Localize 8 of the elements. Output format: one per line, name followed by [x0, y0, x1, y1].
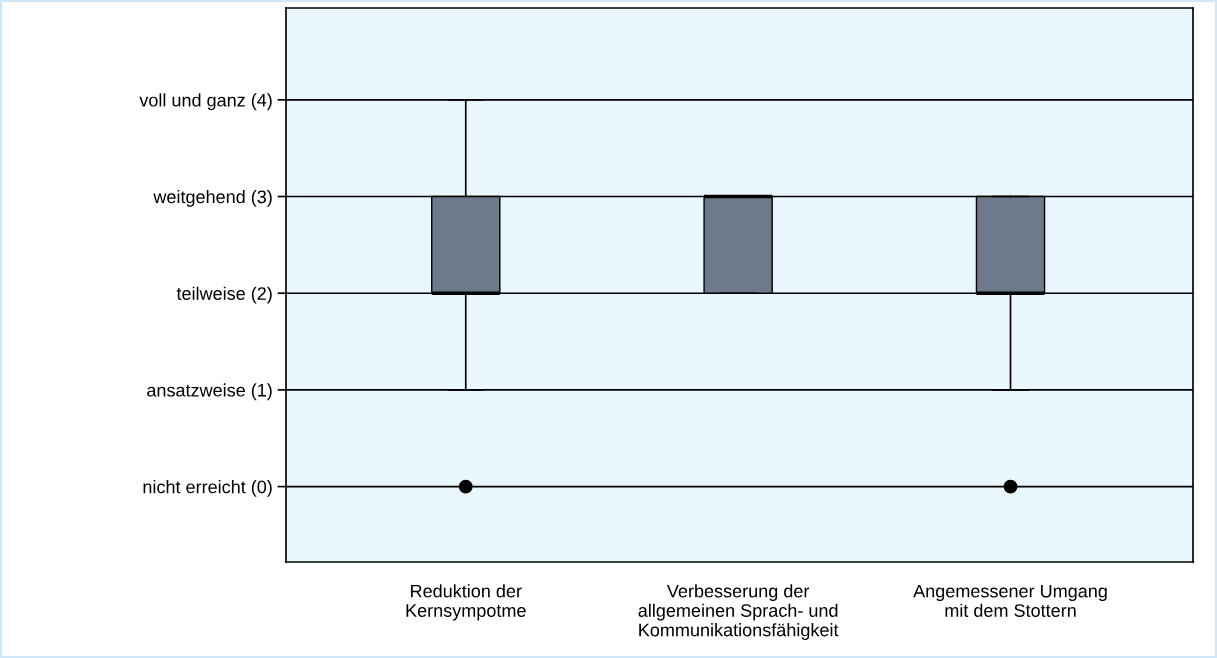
x-tick-label: Angemessener Umgang mit dem Stottern — [913, 584, 1107, 617]
y-tick-label: ansatzweise (1) — [147, 383, 272, 401]
y-tick-label: nicht erreicht (0) — [143, 480, 272, 497]
y-tick-label: weitgehend (3) — [153, 189, 272, 207]
x-tick-label: Reduktion der Kernsympotme — [406, 584, 526, 621]
y-tick-label: teilweise (2) — [176, 286, 272, 304]
y-tick-label: voll und ganz (4) — [139, 93, 272, 111]
x-tick-label: Verbesserung der allgemeinen Sprach- und Kommunikationsfähigkeit — [638, 584, 839, 640]
